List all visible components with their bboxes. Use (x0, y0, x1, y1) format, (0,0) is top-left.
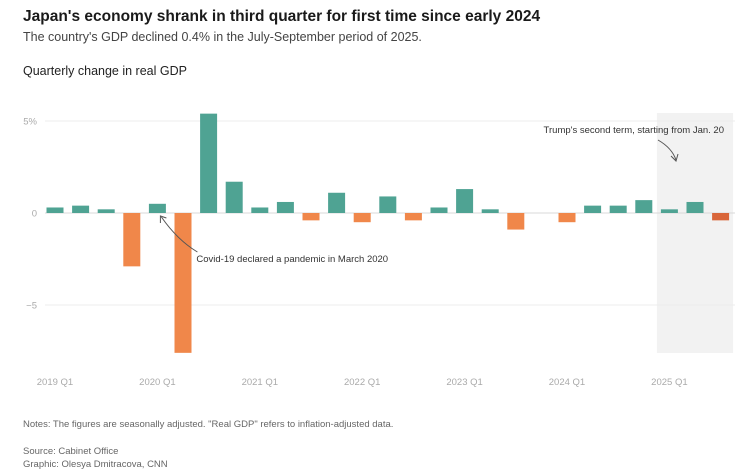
bar-2022-q1 (353, 213, 371, 223)
bar-2022-q4 (430, 207, 448, 213)
y-tick-label: 0 (32, 209, 37, 220)
x-tick-label: 2021 Q1 (242, 377, 278, 388)
annotations: Covid-19 declared a pandemic in March 20… (159, 125, 724, 265)
y-axis-ticks: 5% 0 −5 (23, 117, 37, 312)
y-tick-label: −5 (26, 301, 37, 312)
bar-2024-q3 (609, 205, 627, 213)
covid-annotation-text: Covid-19 declared a pandemic in March 20… (196, 254, 388, 265)
bar-2025-q3 (712, 213, 730, 221)
bar-2021-q2 (276, 201, 294, 213)
covid-arrowhead-icon (159, 215, 167, 223)
bar-2023-q2 (481, 209, 499, 213)
x-axis-ticks: 2019 Q1 2020 Q1 2021 Q1 2022 Q1 2023 Q1 2024 … (37, 377, 688, 388)
bar-2020-q4 (225, 181, 243, 213)
x-tick-label: 2025 Q1 (651, 377, 687, 388)
bar-2023-q1 (456, 189, 474, 213)
x-tick-label: 2019 Q1 (37, 377, 73, 388)
x-tick-label: 2023 Q1 (446, 377, 482, 388)
bar-2020-q2 (174, 213, 192, 353)
chart-subtitle: The country's GDP declined 0.4% in the J… (23, 30, 422, 44)
bar-2025-q1 (660, 209, 678, 213)
x-tick-label: 2020 Q1 (139, 377, 175, 388)
bar-2021-q1 (251, 207, 269, 213)
y-tick-label: 5% (23, 117, 37, 128)
covid-annotation-arrow (160, 216, 198, 253)
bar-2024-q2 (584, 205, 602, 213)
trump-annotation-arrow (657, 139, 677, 161)
bar-2023-q3 (507, 213, 525, 230)
x-tick-label: 2024 Q1 (549, 377, 585, 388)
bar-2024-q1 (558, 213, 576, 223)
bar-2021-q3 (302, 213, 320, 221)
trump-arrowhead-icon (670, 153, 679, 162)
bar-2022-q3 (404, 213, 422, 221)
bar-2020-q1 (148, 203, 166, 213)
bar-2019-q3 (97, 209, 115, 213)
chart-title: Japan's economy shrank in third quarter … (23, 8, 541, 25)
bar-2025-q2 (686, 201, 704, 213)
bars (46, 113, 730, 353)
bar-2020-q3 (200, 113, 218, 213)
x-tick-label: 2022 Q1 (344, 377, 380, 388)
chart-label: Quarterly change in real GDP (23, 64, 187, 78)
bar-2019-q2 (72, 205, 90, 213)
chart-notes: Notes: The figures are seasonally adjust… (23, 419, 394, 430)
trump-term-highlight-band (656, 113, 734, 353)
bar-2019-q4 (123, 213, 141, 267)
bar-2019-q1 (46, 207, 64, 213)
chart-credit: Graphic: Olesya Dmitracova, CNN (23, 459, 168, 470)
bar-2024-q4 (635, 200, 653, 213)
chart-source: Source: Cabinet Office (23, 446, 119, 457)
bar-2022-q2 (379, 196, 397, 213)
bar-2021-q4 (328, 192, 346, 213)
trump-annotation-text: Trump's second term, starting from Jan. … (544, 125, 724, 136)
